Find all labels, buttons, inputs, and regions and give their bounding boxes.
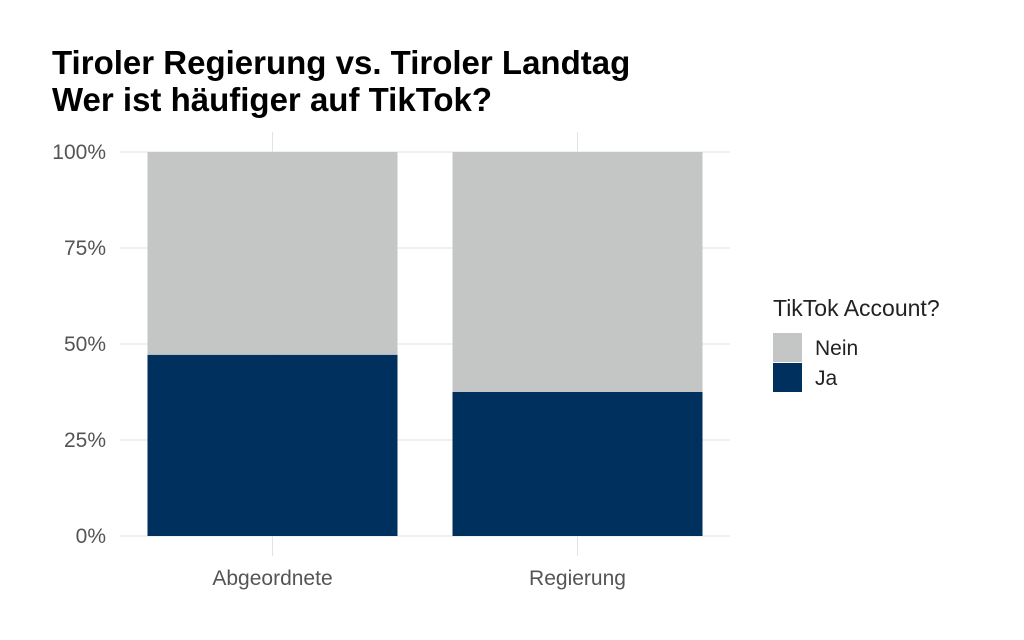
bar-regierung-ja: [452, 392, 703, 536]
legend-swatch-ja: [773, 363, 802, 392]
y-axis-ticks: 0% 25% 50% 75% 100%: [52, 141, 106, 548]
legend: TikTok Account? Nein Ja: [773, 295, 940, 392]
chart-title: Tiroler Regierung vs. Tiroler Landtag We…: [52, 44, 630, 118]
bar-regierung-nein: [452, 152, 703, 392]
y-tick-label: 25%: [64, 429, 106, 452]
legend-label-nein: Nein: [815, 337, 858, 360]
chart-title-line-1: Tiroler Regierung vs. Tiroler Landtag: [52, 44, 631, 81]
bars: [147, 152, 703, 536]
legend-title: TikTok Account?: [773, 295, 940, 321]
bar-abgeordnete-ja: [147, 354, 398, 536]
x-axis-ticks: Abgeordnete Regierung: [212, 567, 626, 590]
legend-label-ja: Ja: [815, 367, 838, 390]
chart-title-line-2: Wer ist häufiger auf TikTok?: [52, 81, 493, 118]
y-tick-label: 0%: [76, 525, 106, 548]
x-tick-label: Abgeordnete: [212, 567, 332, 590]
y-tick-label: 75%: [64, 237, 106, 260]
y-tick-label: 100%: [52, 141, 106, 164]
y-tick-label: 50%: [64, 333, 106, 356]
bar-abgeordnete-nein: [147, 152, 398, 355]
x-tick-label: Regierung: [529, 567, 626, 590]
legend-swatch-nein: [773, 333, 802, 362]
